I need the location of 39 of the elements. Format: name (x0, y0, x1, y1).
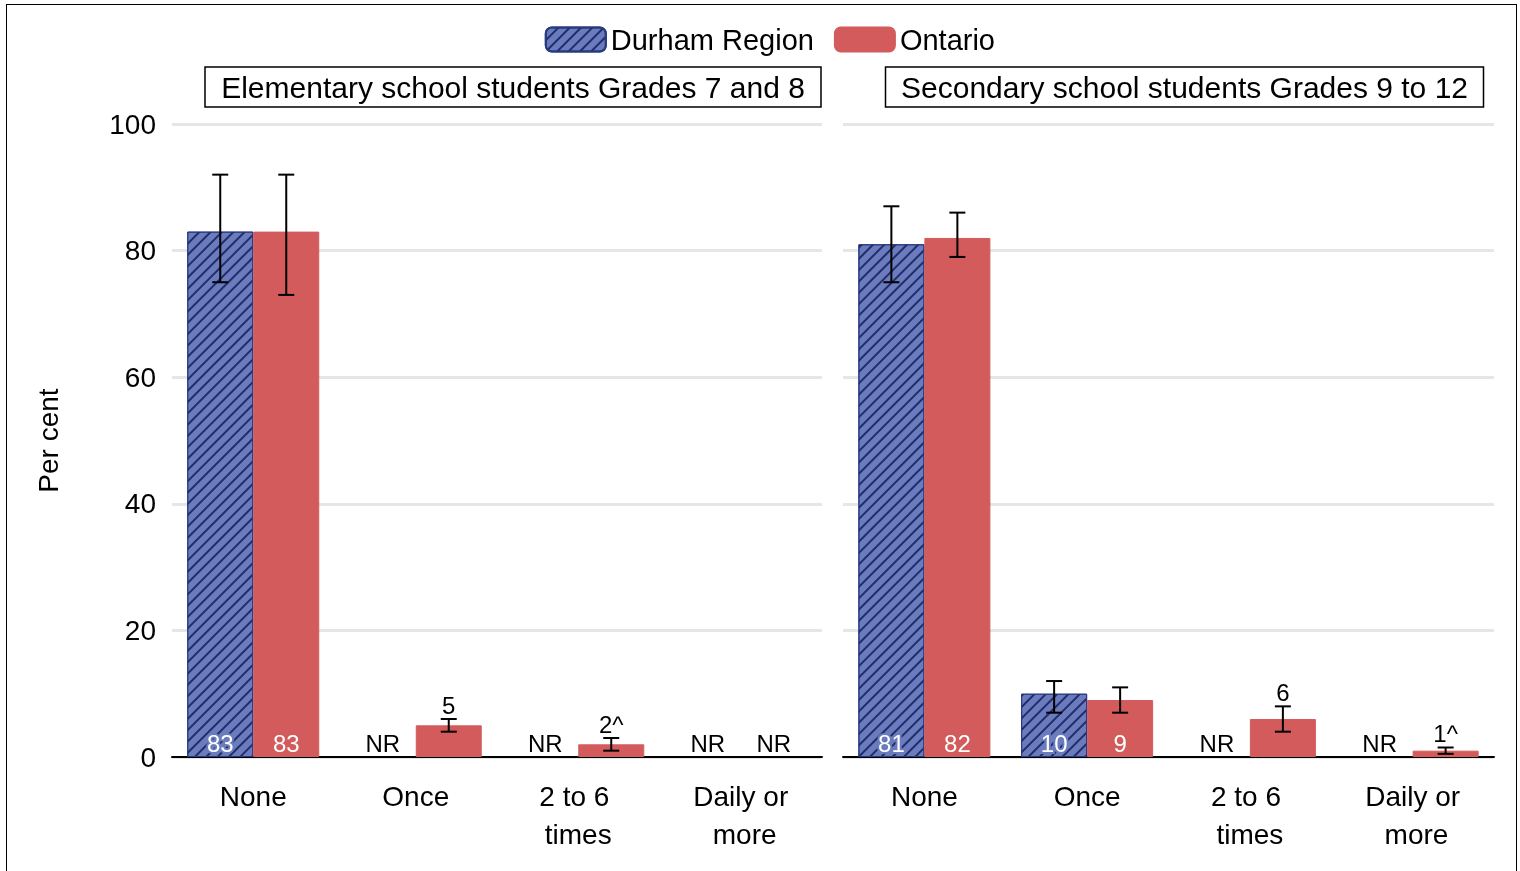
data-label: 82 (944, 729, 971, 757)
data-label: 83 (272, 729, 300, 757)
data-label: 6 (1276, 678, 1290, 706)
y-tick-label: 60 (124, 361, 156, 393)
x-tick-label: None (219, 780, 287, 812)
bar (924, 237, 991, 757)
data-label: 2^ (598, 710, 625, 738)
y-tick-label: 100 (109, 108, 156, 140)
bar (1412, 750, 1479, 757)
legend-label: Durham Region (610, 23, 814, 56)
x-tick-label: 2 to 6 times (539, 780, 618, 850)
text: NR (365, 729, 401, 757)
bar (1087, 700, 1154, 757)
x-tick-label: None (890, 780, 958, 812)
bar (578, 744, 645, 757)
x-tick-label: Once (382, 780, 450, 812)
y-tick-label: 0 (140, 741, 156, 773)
text: NR (756, 729, 792, 757)
y-tick-label: 80 (124, 235, 156, 267)
y-tick-label: 40 (124, 488, 156, 520)
text: NR (690, 729, 726, 757)
bar (253, 231, 320, 757)
data-label: 1^ (1433, 720, 1459, 748)
chart-title: Elementary school students Grades 7 and 8 (221, 70, 805, 104)
data-label: 5 (442, 691, 456, 719)
x-tick-label: Daily or more (693, 780, 789, 850)
bar (415, 725, 482, 757)
x-tick-label: 2 to 6 times (1210, 780, 1289, 850)
x-tick-label: Once (1053, 780, 1121, 812)
text: NR (527, 729, 563, 757)
bar (1249, 719, 1316, 757)
y-tick-label: 20 (124, 614, 156, 646)
legend-label: Ontario (899, 23, 996, 56)
chart-title: Secondary school students Grades 9 to 12 (900, 70, 1469, 104)
text: NR (1199, 729, 1235, 757)
y-axis-title: Per cent (32, 388, 64, 493)
data-label: 9 (1113, 729, 1127, 757)
text: NR (1362, 729, 1397, 757)
x-tick-label: Daily or more (1365, 780, 1461, 850)
